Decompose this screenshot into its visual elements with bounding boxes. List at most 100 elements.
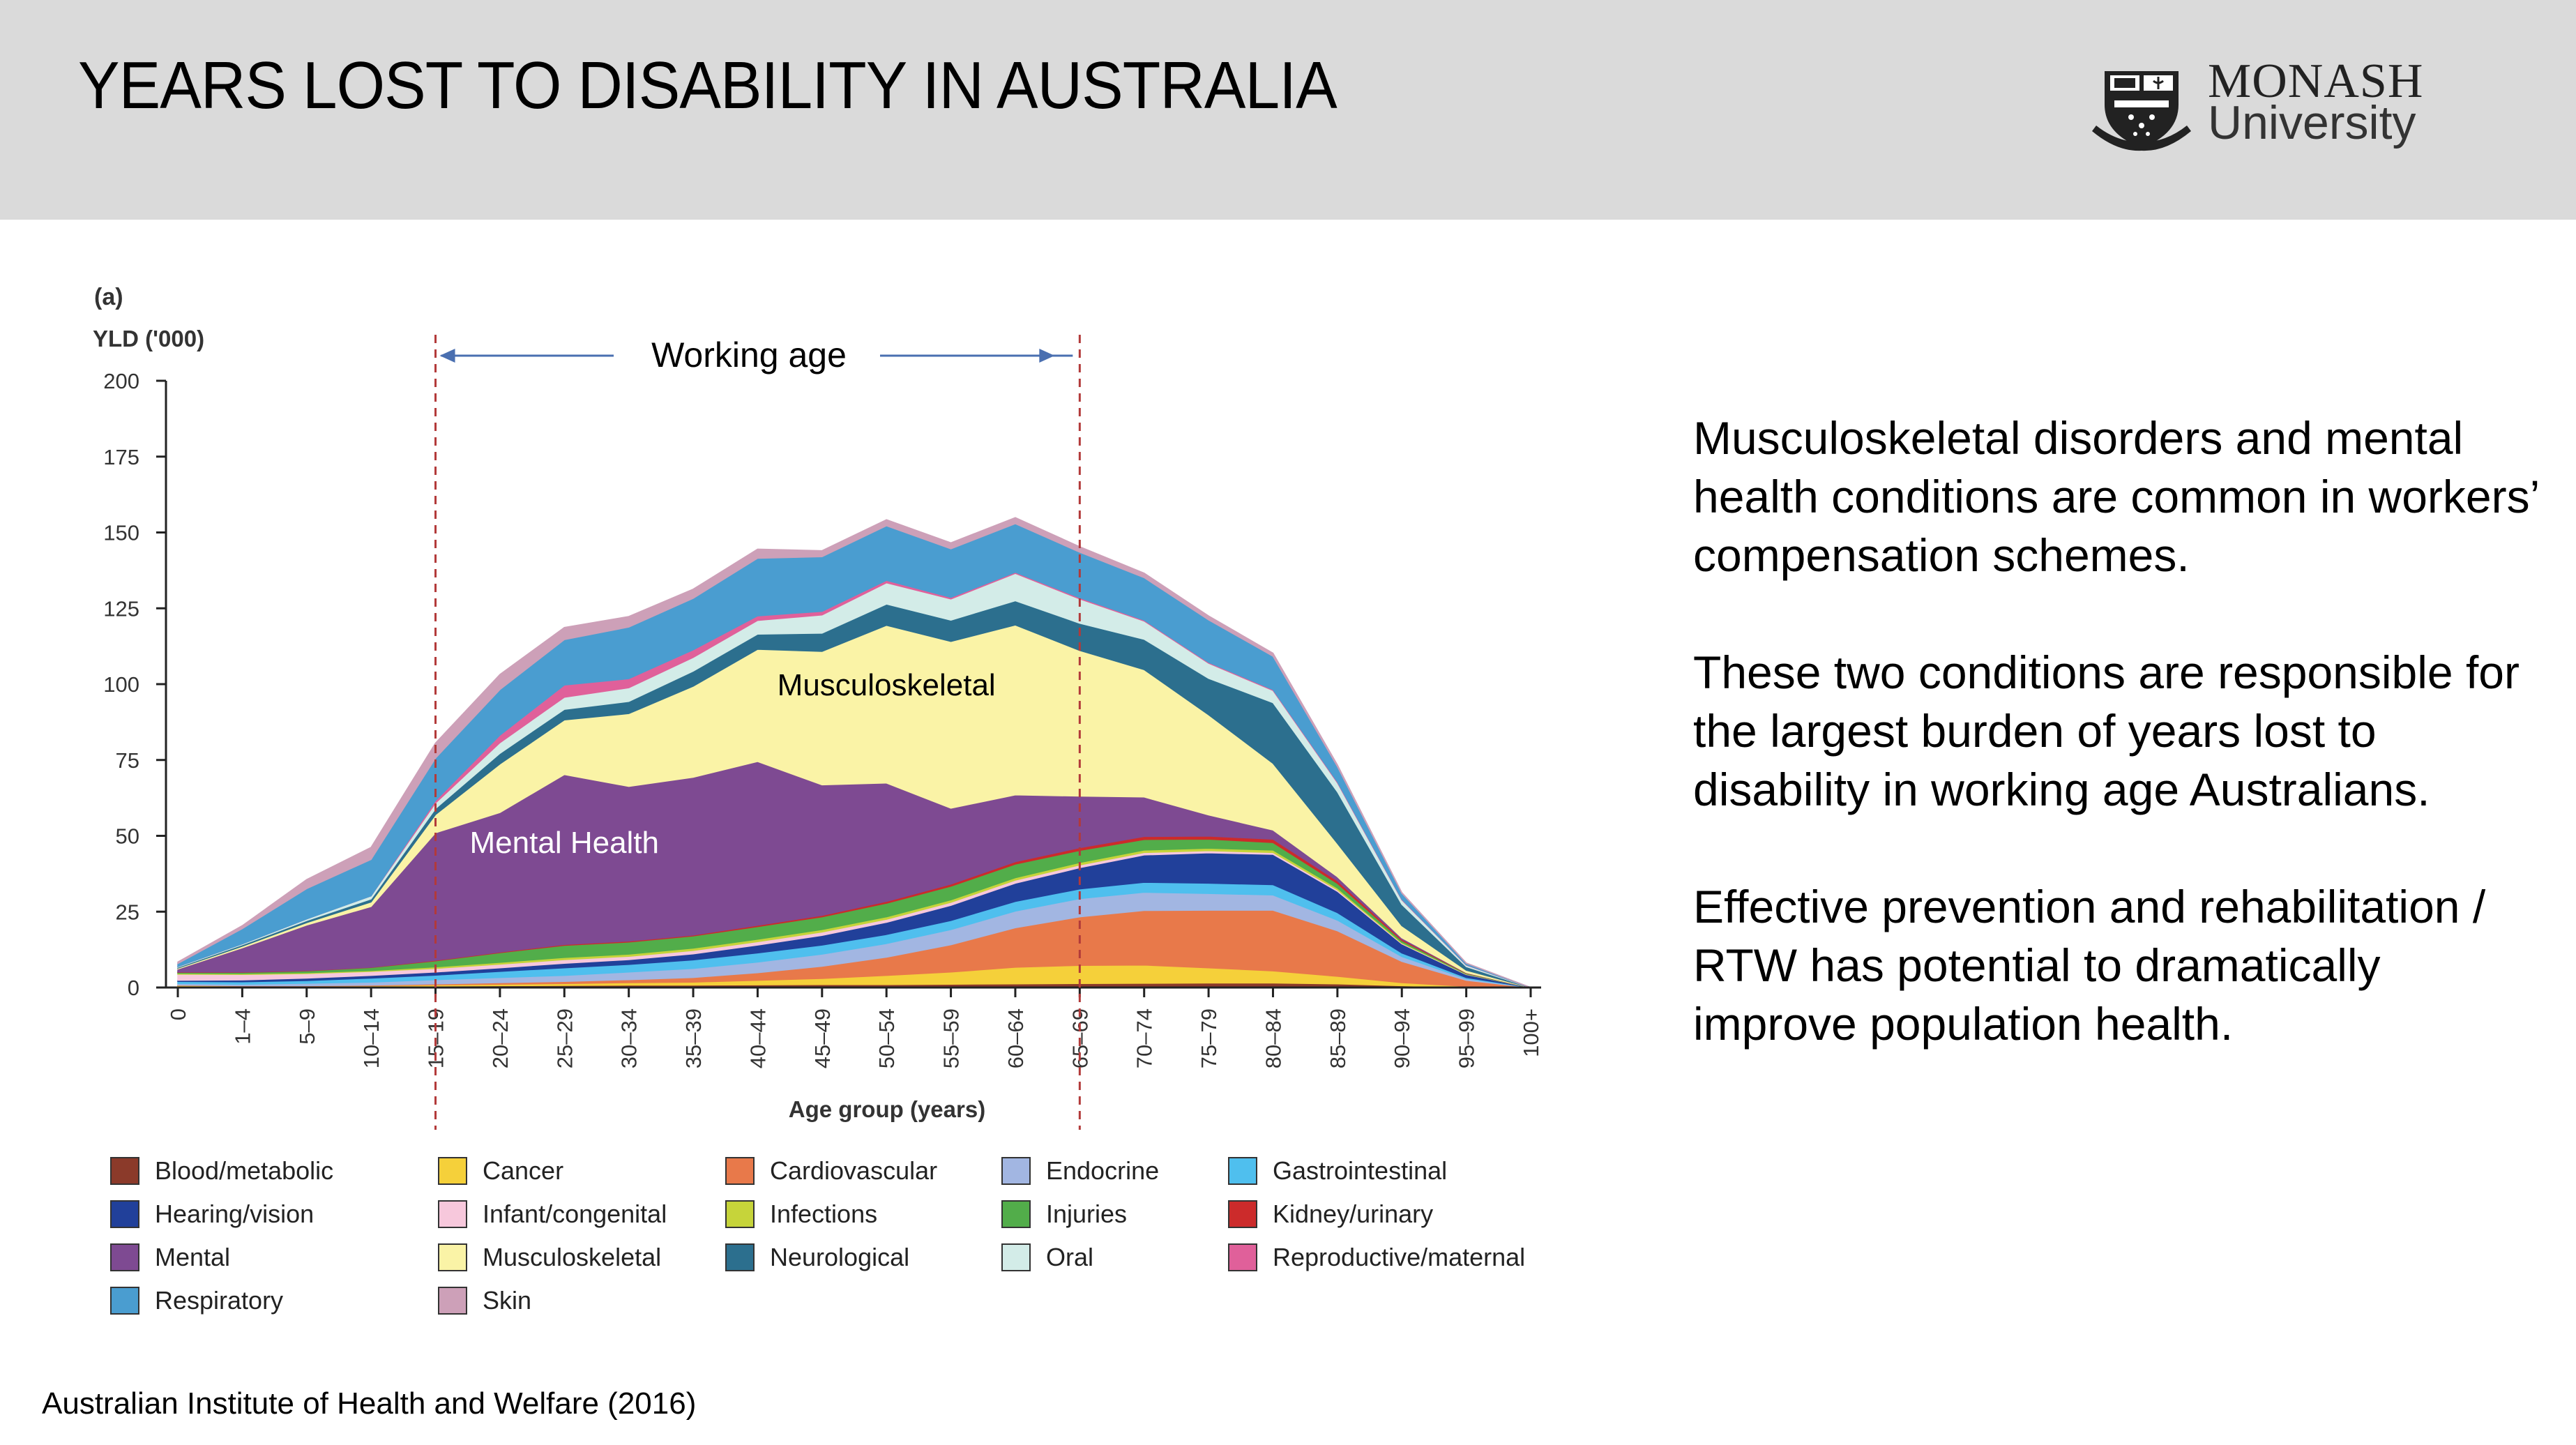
arrowhead-right — [1039, 349, 1055, 363]
x-tick-label: 10–14 — [359, 1008, 384, 1068]
y-tick-label: 75 — [116, 748, 139, 773]
x-tick-label: 1–4 — [230, 1008, 255, 1045]
legend-swatch — [438, 1156, 467, 1185]
legend-swatch — [1001, 1243, 1031, 1271]
crest-icon — [2092, 71, 2191, 151]
legend-item: Cardiovascular — [725, 1155, 1001, 1186]
legend-item: Gastrointestinal — [1228, 1155, 1549, 1186]
legend-label: Musculoskeletal — [483, 1242, 662, 1271]
x-tick-label: 20–24 — [488, 1008, 513, 1068]
legend-item: Skin — [438, 1285, 725, 1316]
legend-label: Reproductive/maternal — [1273, 1242, 1526, 1271]
legend-item: Kidney/urinary — [1228, 1198, 1549, 1230]
y-tick-label: 200 — [103, 369, 139, 393]
legend-swatch — [1228, 1200, 1257, 1228]
x-tick-label: 50–54 — [874, 1008, 899, 1068]
legend-label: Gastrointestinal — [1273, 1156, 1448, 1185]
legend-item: Infant/congenital — [438, 1198, 725, 1230]
area-series — [177, 517, 1531, 988]
legend-label: Mental — [155, 1242, 231, 1271]
legend-item: Musculoskeletal — [438, 1241, 725, 1273]
legend-label: Neurological — [770, 1242, 910, 1271]
legend-label: Infections — [770, 1199, 878, 1228]
legend-swatch — [725, 1200, 755, 1228]
legend-item: Cancer — [438, 1155, 725, 1186]
legend-label: Oral — [1046, 1242, 1094, 1271]
area-label: Musculoskeletal — [778, 668, 996, 702]
legend-label: Endocrine — [1046, 1156, 1160, 1185]
legend-item: Hearing/vision — [110, 1198, 438, 1230]
legend-label: Blood/metabolic — [155, 1156, 334, 1185]
x-tick-label: 75–79 — [1197, 1008, 1221, 1068]
x-tick-label: 45–49 — [810, 1008, 835, 1068]
logo-name: MONASH — [2208, 54, 2424, 108]
legend-swatch — [725, 1156, 755, 1185]
legend-swatch — [110, 1156, 139, 1185]
y-tick-label: 100 — [103, 672, 139, 697]
x-tick-label: 40–44 — [745, 1008, 770, 1068]
legend-label: Cardiovascular — [770, 1156, 938, 1185]
legend-label: Skin — [483, 1285, 532, 1315]
legend-item: Neurological — [725, 1241, 1001, 1273]
legend-item: Infections — [725, 1198, 1001, 1230]
x-tick-label: 35–39 — [681, 1008, 706, 1068]
x-tick-label: 30–34 — [617, 1008, 642, 1068]
x-tick-label: 55–59 — [939, 1008, 964, 1068]
legend-item: Blood/metabolic — [110, 1155, 438, 1186]
chart-legend: Blood/metabolic Cancer Cardiovascular Endoc… — [110, 1155, 1575, 1316]
legend-item: Endocrine — [1001, 1155, 1228, 1186]
x-tick-label: 0 — [166, 1008, 190, 1020]
x-tick-label: 70–74 — [1132, 1008, 1157, 1068]
legend-swatch — [1001, 1200, 1031, 1228]
legend-label: Hearing/vision — [155, 1199, 315, 1228]
y-tick-label: 150 — [103, 521, 139, 545]
legend-swatch — [110, 1200, 139, 1228]
legend-swatch — [110, 1243, 139, 1271]
legend-label: Kidney/urinary — [1273, 1199, 1434, 1228]
source-citation: Australian Institute of Health and Welfa… — [42, 1386, 697, 1421]
legend-swatch — [438, 1286, 467, 1315]
area-label: Mental Health — [470, 826, 659, 860]
logo-subtitle: University — [2208, 96, 2416, 149]
legend-item: Respiratory — [110, 1285, 438, 1316]
legend-item: Injuries — [1001, 1198, 1228, 1230]
x-tick-label: 100+ — [1519, 1008, 1543, 1057]
legend-item: Mental — [110, 1241, 438, 1273]
panel-label: (a) — [94, 284, 123, 310]
side-text: Musculoskeletal disorders and mental hea… — [1693, 409, 2544, 1112]
x-axis-label: Age group (years) — [789, 1096, 985, 1122]
x-tick-label: 5–9 — [295, 1008, 319, 1045]
annotations: Working age Musculoskeletal Mental Health — [434, 335, 1081, 1130]
area-layers — [177, 517, 1531, 988]
working-age-label: Working age — [651, 335, 847, 375]
legend-swatch — [1228, 1243, 1257, 1271]
legend-swatch — [1001, 1156, 1031, 1185]
side-paragraph: These two conditions are responsible for… — [1693, 646, 2520, 815]
y-tick-label: 50 — [116, 824, 139, 849]
side-paragraph: Musculoskeletal disorders and mental hea… — [1693, 412, 2538, 581]
y-tick-label: 25 — [116, 900, 139, 924]
yld-stacked-area-chart: (a) YLD ('000) Age group (years) 0 25 50 75… — [93, 284, 1543, 1130]
arrowhead-left — [439, 349, 455, 363]
x-tick-label: 85–89 — [1326, 1008, 1350, 1068]
legend-swatch — [725, 1243, 755, 1271]
legend-item: Oral — [1001, 1241, 1228, 1273]
side-paragraph: Effective prevention and rehabilitation … — [1693, 881, 2486, 1050]
legend-swatch — [110, 1286, 139, 1315]
legend-item: Reproductive/maternal — [1228, 1241, 1549, 1273]
legend-label: Respiratory — [155, 1285, 284, 1315]
legend-label: Injuries — [1046, 1199, 1128, 1228]
legend-label: Cancer — [483, 1156, 564, 1185]
university-logo: MONASH University — [2089, 56, 2508, 153]
legend-swatch — [438, 1200, 467, 1228]
page-title: YEARS LOST TO DISABILITY IN AUSTRALIA — [78, 48, 1338, 123]
y-tick-label: 0 — [128, 976, 139, 1000]
x-tick-label: 95–99 — [1455, 1008, 1479, 1068]
legend-swatch — [1228, 1156, 1257, 1185]
y-tick-label: 175 — [103, 445, 139, 469]
header-bar: YEARS LOST TO DISABILITY IN AUSTRALIA MO… — [0, 0, 2576, 220]
legend-swatch — [438, 1243, 467, 1271]
legend-label: Infant/congenital — [483, 1199, 667, 1228]
x-tick-label: 80–84 — [1261, 1008, 1285, 1068]
